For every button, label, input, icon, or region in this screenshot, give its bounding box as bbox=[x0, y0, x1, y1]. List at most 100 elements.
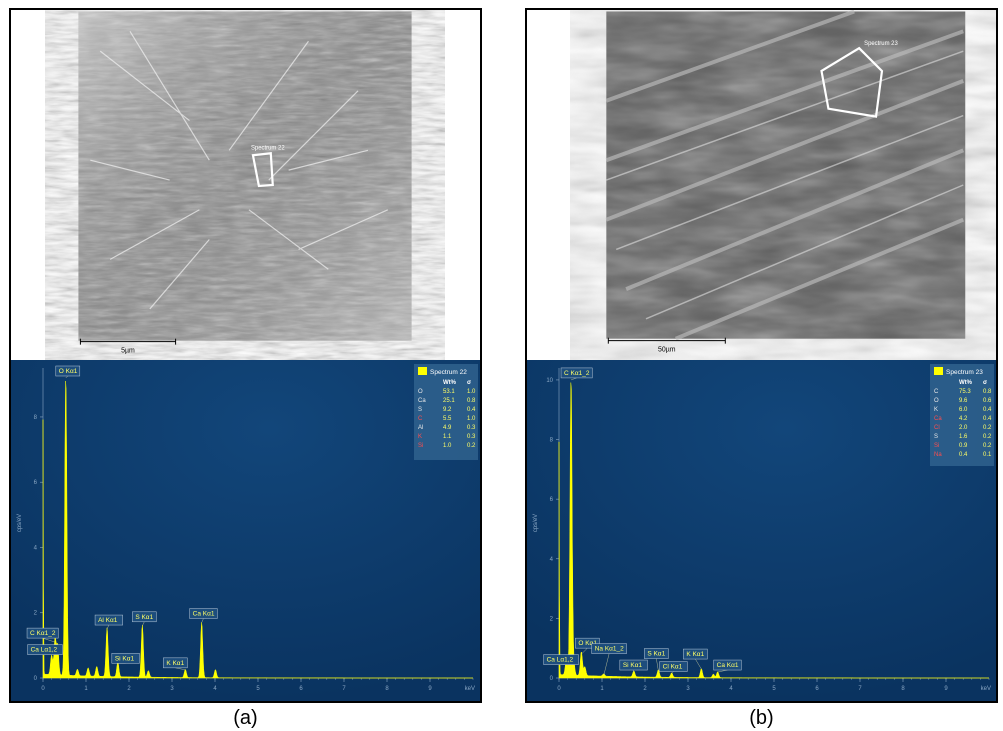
legend-wt: 9.2 bbox=[443, 407, 452, 413]
legend-element: O bbox=[418, 389, 423, 395]
spectrum-background-a bbox=[11, 360, 480, 701]
legend-wt: 2.0 bbox=[959, 425, 968, 431]
legend-sigma: 0.3 bbox=[467, 425, 476, 431]
x-tick-label: 4 bbox=[213, 686, 217, 692]
peak-label: Si Kα1 bbox=[623, 662, 643, 669]
legend-wt: 5.5 bbox=[443, 416, 452, 422]
peak-label-box bbox=[94, 614, 123, 626]
peak-label: C Kα1_2 bbox=[30, 630, 56, 637]
peak-leader-line bbox=[603, 653, 610, 676]
legend-wt: 1.6 bbox=[959, 434, 968, 440]
peak-label: Ca Kα1 bbox=[193, 611, 215, 618]
peak-leader-line bbox=[175, 667, 186, 671]
legend-element: Al bbox=[418, 425, 423, 431]
legend-name-a: Spectrum 22 bbox=[430, 369, 467, 376]
legend-sigma: 0.2 bbox=[983, 434, 992, 440]
eds-spectrum-a: 0 1 2 3 4 5 6 7 8 9 0 2 4 6 8 keV cps/eV C Kα1_2 Ca Lα1,2… bbox=[11, 360, 480, 701]
peak-leader-line bbox=[570, 377, 577, 381]
legend-wt: 1.0 bbox=[443, 443, 452, 449]
peak-label-box bbox=[683, 648, 708, 660]
peak-leader-line bbox=[695, 658, 702, 670]
spectrum-region-outline-a bbox=[251, 152, 274, 188]
spectrum-trace bbox=[42, 380, 473, 679]
x-tick-label: 1 bbox=[84, 686, 88, 692]
legend-wt: 4.9 bbox=[443, 425, 452, 431]
legend-wt: 75.3 bbox=[959, 389, 971, 395]
peak-label: Ca Lα1,2 bbox=[31, 647, 58, 654]
peak-label-box bbox=[55, 365, 81, 377]
x-tick-label: 8 bbox=[901, 686, 905, 692]
sem-image-b: Spectrum 23 50µm bbox=[605, 10, 966, 354]
legend-header-wt: Wt% bbox=[959, 380, 973, 386]
y-tick-label: 4 bbox=[34, 545, 38, 551]
legend-wt: 4.2 bbox=[959, 416, 968, 422]
peak-leader-line bbox=[656, 658, 659, 671]
peak-label: K Kα1 bbox=[166, 660, 184, 667]
y-axis-label: cps/eV bbox=[17, 514, 23, 532]
legend-box-b: Spectrum 23 Wt% σ C 75.3 0.8 O 9.6 0.6 K 6.0 0.4… bbox=[930, 364, 994, 466]
caption-b: (b) bbox=[749, 707, 774, 729]
x-axis-label: keV bbox=[465, 686, 475, 692]
y-tick-label: 4 bbox=[550, 557, 554, 563]
y-tick-label: 0 bbox=[550, 676, 554, 682]
y-tick-label: 10 bbox=[546, 378, 553, 384]
legend-wt: 25.1 bbox=[443, 398, 455, 404]
x-tick-label: 7 bbox=[858, 686, 862, 692]
peak-label-box bbox=[543, 654, 579, 665]
legend-element: S bbox=[934, 434, 938, 440]
legend-sigma: 0.6 bbox=[983, 398, 992, 404]
peak-leader-line bbox=[201, 618, 204, 623]
x-tick-label: 3 bbox=[686, 686, 690, 692]
figure-panel-a: Spectrum 22 5µm 0 1 2 3 4 5 6 7 8 9 0 2 4 6 8 keV cps/eV… bbox=[9, 8, 482, 703]
peak-label: Al Kα1 bbox=[98, 617, 118, 624]
peak-label: Ca Kα1 bbox=[717, 662, 739, 669]
peak-label-box bbox=[659, 661, 688, 672]
scale-bar-label-b: 50µm bbox=[658, 347, 676, 354]
x-tick-label: 0 bbox=[557, 686, 561, 692]
peak-label-box bbox=[163, 657, 188, 669]
peak-leader-line bbox=[717, 669, 728, 673]
peak-label: Si Kα1 bbox=[115, 655, 135, 662]
legend-element: Ca bbox=[934, 416, 942, 422]
legend-sigma: 0.1 bbox=[983, 452, 992, 458]
spectrum-region-label-a: Spectrum 22 bbox=[251, 145, 285, 151]
scale-bar-label-a: 5µm bbox=[121, 348, 135, 355]
legend-sigma: 0.4 bbox=[983, 416, 992, 422]
legend-sigma: 1.0 bbox=[467, 416, 476, 422]
y-tick-label: 8 bbox=[550, 438, 554, 444]
legend-sigma: 0.4 bbox=[467, 407, 476, 413]
peak-label: Cl Kα1 bbox=[663, 664, 683, 671]
y-tick-label: 6 bbox=[34, 480, 38, 486]
legend-element: C bbox=[418, 416, 423, 422]
x-tick-label: 0 bbox=[41, 686, 45, 692]
legend-header-wt: Wt% bbox=[443, 380, 457, 386]
legend-sigma: 0.2 bbox=[983, 425, 992, 431]
legend-sigma: 0.3 bbox=[467, 434, 476, 440]
legend-sigma: 0.4 bbox=[983, 407, 992, 413]
x-tick-label: 4 bbox=[729, 686, 733, 692]
x-tick-label: 9 bbox=[428, 686, 432, 692]
legend-swatch-a bbox=[418, 367, 427, 375]
peak-leader-line bbox=[581, 648, 588, 655]
x-tick-label: 8 bbox=[385, 686, 389, 692]
peak-label-box bbox=[575, 637, 600, 649]
x-tick-label: 6 bbox=[815, 686, 819, 692]
peak-label-box bbox=[26, 627, 59, 639]
y-tick-label: 2 bbox=[34, 611, 38, 617]
y-tick-label: 0 bbox=[34, 676, 38, 682]
peak-label: Na Kα1_2 bbox=[595, 646, 624, 653]
spectrum-trace bbox=[558, 382, 989, 679]
peak-label-box bbox=[111, 653, 140, 664]
legend-element: C bbox=[934, 389, 939, 395]
legend-sigma: 0.2 bbox=[983, 443, 992, 449]
peak-leader-line bbox=[65, 375, 68, 379]
legend-sigma: 1.0 bbox=[467, 389, 476, 395]
peak-label-box bbox=[27, 644, 63, 655]
caption-a: (a) bbox=[233, 707, 258, 729]
x-tick-label: 3 bbox=[170, 686, 174, 692]
legend-wt: 6.0 bbox=[959, 407, 968, 413]
legend-element: K bbox=[934, 407, 938, 413]
legend-sigma: 0.8 bbox=[467, 398, 476, 404]
legend-element: Si bbox=[418, 443, 423, 449]
legend-wt: 0.4 bbox=[959, 452, 968, 458]
